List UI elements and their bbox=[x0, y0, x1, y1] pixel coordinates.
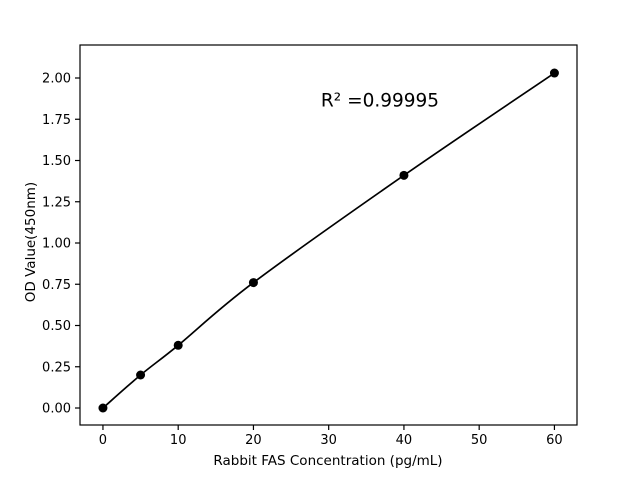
y-tick-label: 0.25 bbox=[42, 360, 71, 375]
y-tick-label: 1.75 bbox=[42, 113, 71, 128]
data-point-marker bbox=[549, 68, 559, 78]
y-tick-label: 0.75 bbox=[42, 278, 71, 293]
x-axis-label: Rabbit FAS Concentration (pg/mL) bbox=[213, 453, 443, 469]
data-point-marker bbox=[136, 370, 146, 380]
standard-curve-line bbox=[102, 72, 555, 409]
y-tick-label: 0.50 bbox=[42, 319, 71, 334]
y-tick-label: 1.50 bbox=[42, 154, 71, 169]
x-tick-label: 30 bbox=[320, 433, 337, 448]
data-point-marker bbox=[98, 403, 108, 413]
x-tick-label: 0 bbox=[99, 433, 107, 448]
x-tick-label: 40 bbox=[396, 433, 413, 448]
x-tick-label: 20 bbox=[245, 433, 262, 448]
r-squared-annotation: R² =0.99995 bbox=[320, 90, 440, 112]
x-tick-label: 10 bbox=[170, 433, 187, 448]
data-point-marker bbox=[173, 340, 183, 350]
y-axis-label: OD Value(450nm) bbox=[23, 181, 39, 303]
x-tick-label: 50 bbox=[471, 433, 488, 448]
y-tick-label: 2.00 bbox=[42, 72, 71, 87]
x-tick-label: 60 bbox=[546, 433, 563, 448]
y-tick-label: 0.00 bbox=[42, 402, 71, 417]
data-point-marker bbox=[399, 170, 409, 180]
y-tick-label: 1.25 bbox=[42, 195, 71, 210]
data-point-marker bbox=[248, 278, 258, 288]
y-tick-label: 1.00 bbox=[42, 237, 71, 252]
